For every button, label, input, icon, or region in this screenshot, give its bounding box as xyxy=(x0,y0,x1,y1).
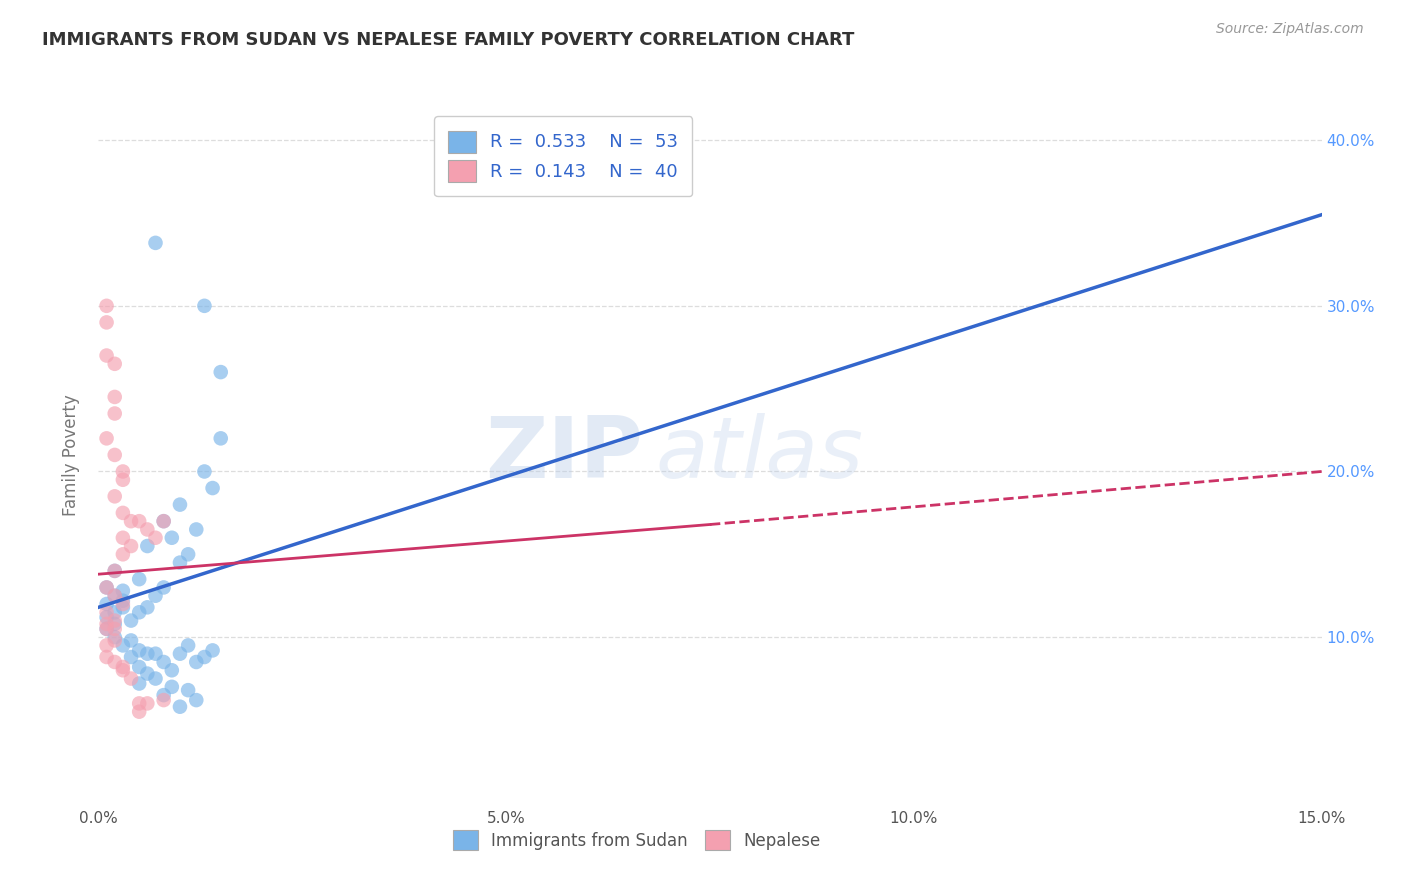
Point xyxy=(177,547,200,561)
Point xyxy=(152,693,174,707)
Point xyxy=(96,605,118,619)
Point xyxy=(96,581,118,595)
Point xyxy=(128,676,150,690)
Point xyxy=(111,506,134,520)
Point xyxy=(209,365,232,379)
Point xyxy=(104,622,127,636)
Point xyxy=(136,600,159,615)
Point xyxy=(111,660,134,674)
Point xyxy=(145,531,167,545)
Point xyxy=(104,407,127,421)
Point xyxy=(111,473,134,487)
Point xyxy=(111,465,134,479)
Point xyxy=(193,299,215,313)
Point xyxy=(111,663,134,677)
Point xyxy=(186,693,208,707)
Point xyxy=(120,539,142,553)
Point xyxy=(104,448,127,462)
Point xyxy=(186,655,208,669)
Point xyxy=(111,597,134,611)
Point xyxy=(193,650,215,665)
Point xyxy=(209,431,232,445)
Point xyxy=(145,235,167,250)
Point xyxy=(160,680,183,694)
Point xyxy=(120,672,142,686)
Point xyxy=(128,572,150,586)
Point xyxy=(96,650,118,665)
Point xyxy=(104,633,127,648)
Point xyxy=(186,523,208,537)
Point xyxy=(104,589,127,603)
Point xyxy=(128,643,150,657)
Point xyxy=(145,647,167,661)
Point xyxy=(169,699,191,714)
Point xyxy=(160,663,183,677)
Legend: Immigrants from Sudan, Nepalese: Immigrants from Sudan, Nepalese xyxy=(446,823,827,857)
Point xyxy=(104,390,127,404)
Point xyxy=(104,357,127,371)
Point xyxy=(201,643,224,657)
Point xyxy=(111,600,134,615)
Point xyxy=(96,349,118,363)
Point xyxy=(160,531,183,545)
Point xyxy=(120,514,142,528)
Point xyxy=(111,639,134,653)
Point xyxy=(177,639,200,653)
Point xyxy=(128,697,150,711)
Point xyxy=(120,633,142,648)
Point xyxy=(104,614,127,628)
Text: ZIP: ZIP xyxy=(485,413,643,497)
Point xyxy=(111,593,134,607)
Point xyxy=(96,610,118,624)
Point xyxy=(104,489,127,503)
Point xyxy=(128,705,150,719)
Point xyxy=(169,647,191,661)
Point xyxy=(120,614,142,628)
Point xyxy=(152,688,174,702)
Point xyxy=(152,655,174,669)
Point xyxy=(96,299,118,313)
Point xyxy=(177,683,200,698)
Point xyxy=(111,583,134,598)
Point xyxy=(104,605,127,619)
Point xyxy=(111,531,134,545)
Point xyxy=(193,465,215,479)
Point xyxy=(104,564,127,578)
Point xyxy=(104,564,127,578)
Point xyxy=(136,697,159,711)
Point xyxy=(145,589,167,603)
Point xyxy=(136,539,159,553)
Point xyxy=(96,616,118,631)
Point xyxy=(152,514,174,528)
Text: IMMIGRANTS FROM SUDAN VS NEPALESE FAMILY POVERTY CORRELATION CHART: IMMIGRANTS FROM SUDAN VS NEPALESE FAMILY… xyxy=(42,31,855,49)
Point xyxy=(104,630,127,644)
Point xyxy=(111,547,134,561)
Point xyxy=(104,589,127,603)
Text: atlas: atlas xyxy=(655,413,863,497)
Point xyxy=(128,514,150,528)
Point xyxy=(120,650,142,665)
Point xyxy=(152,514,174,528)
Point xyxy=(145,672,167,686)
Point xyxy=(169,556,191,570)
Point xyxy=(104,655,127,669)
Point xyxy=(96,315,118,329)
Point xyxy=(136,647,159,661)
Point xyxy=(96,581,118,595)
Point xyxy=(96,597,118,611)
Point xyxy=(96,622,118,636)
Point xyxy=(96,639,118,653)
Point xyxy=(169,498,191,512)
Point xyxy=(152,581,174,595)
Point xyxy=(104,616,127,631)
Text: Source: ZipAtlas.com: Source: ZipAtlas.com xyxy=(1216,22,1364,37)
Point xyxy=(96,431,118,445)
Point xyxy=(201,481,224,495)
Point xyxy=(136,523,159,537)
Point xyxy=(128,605,150,619)
Point xyxy=(136,666,159,681)
Y-axis label: Family Poverty: Family Poverty xyxy=(62,394,80,516)
Point xyxy=(128,660,150,674)
Point xyxy=(96,622,118,636)
